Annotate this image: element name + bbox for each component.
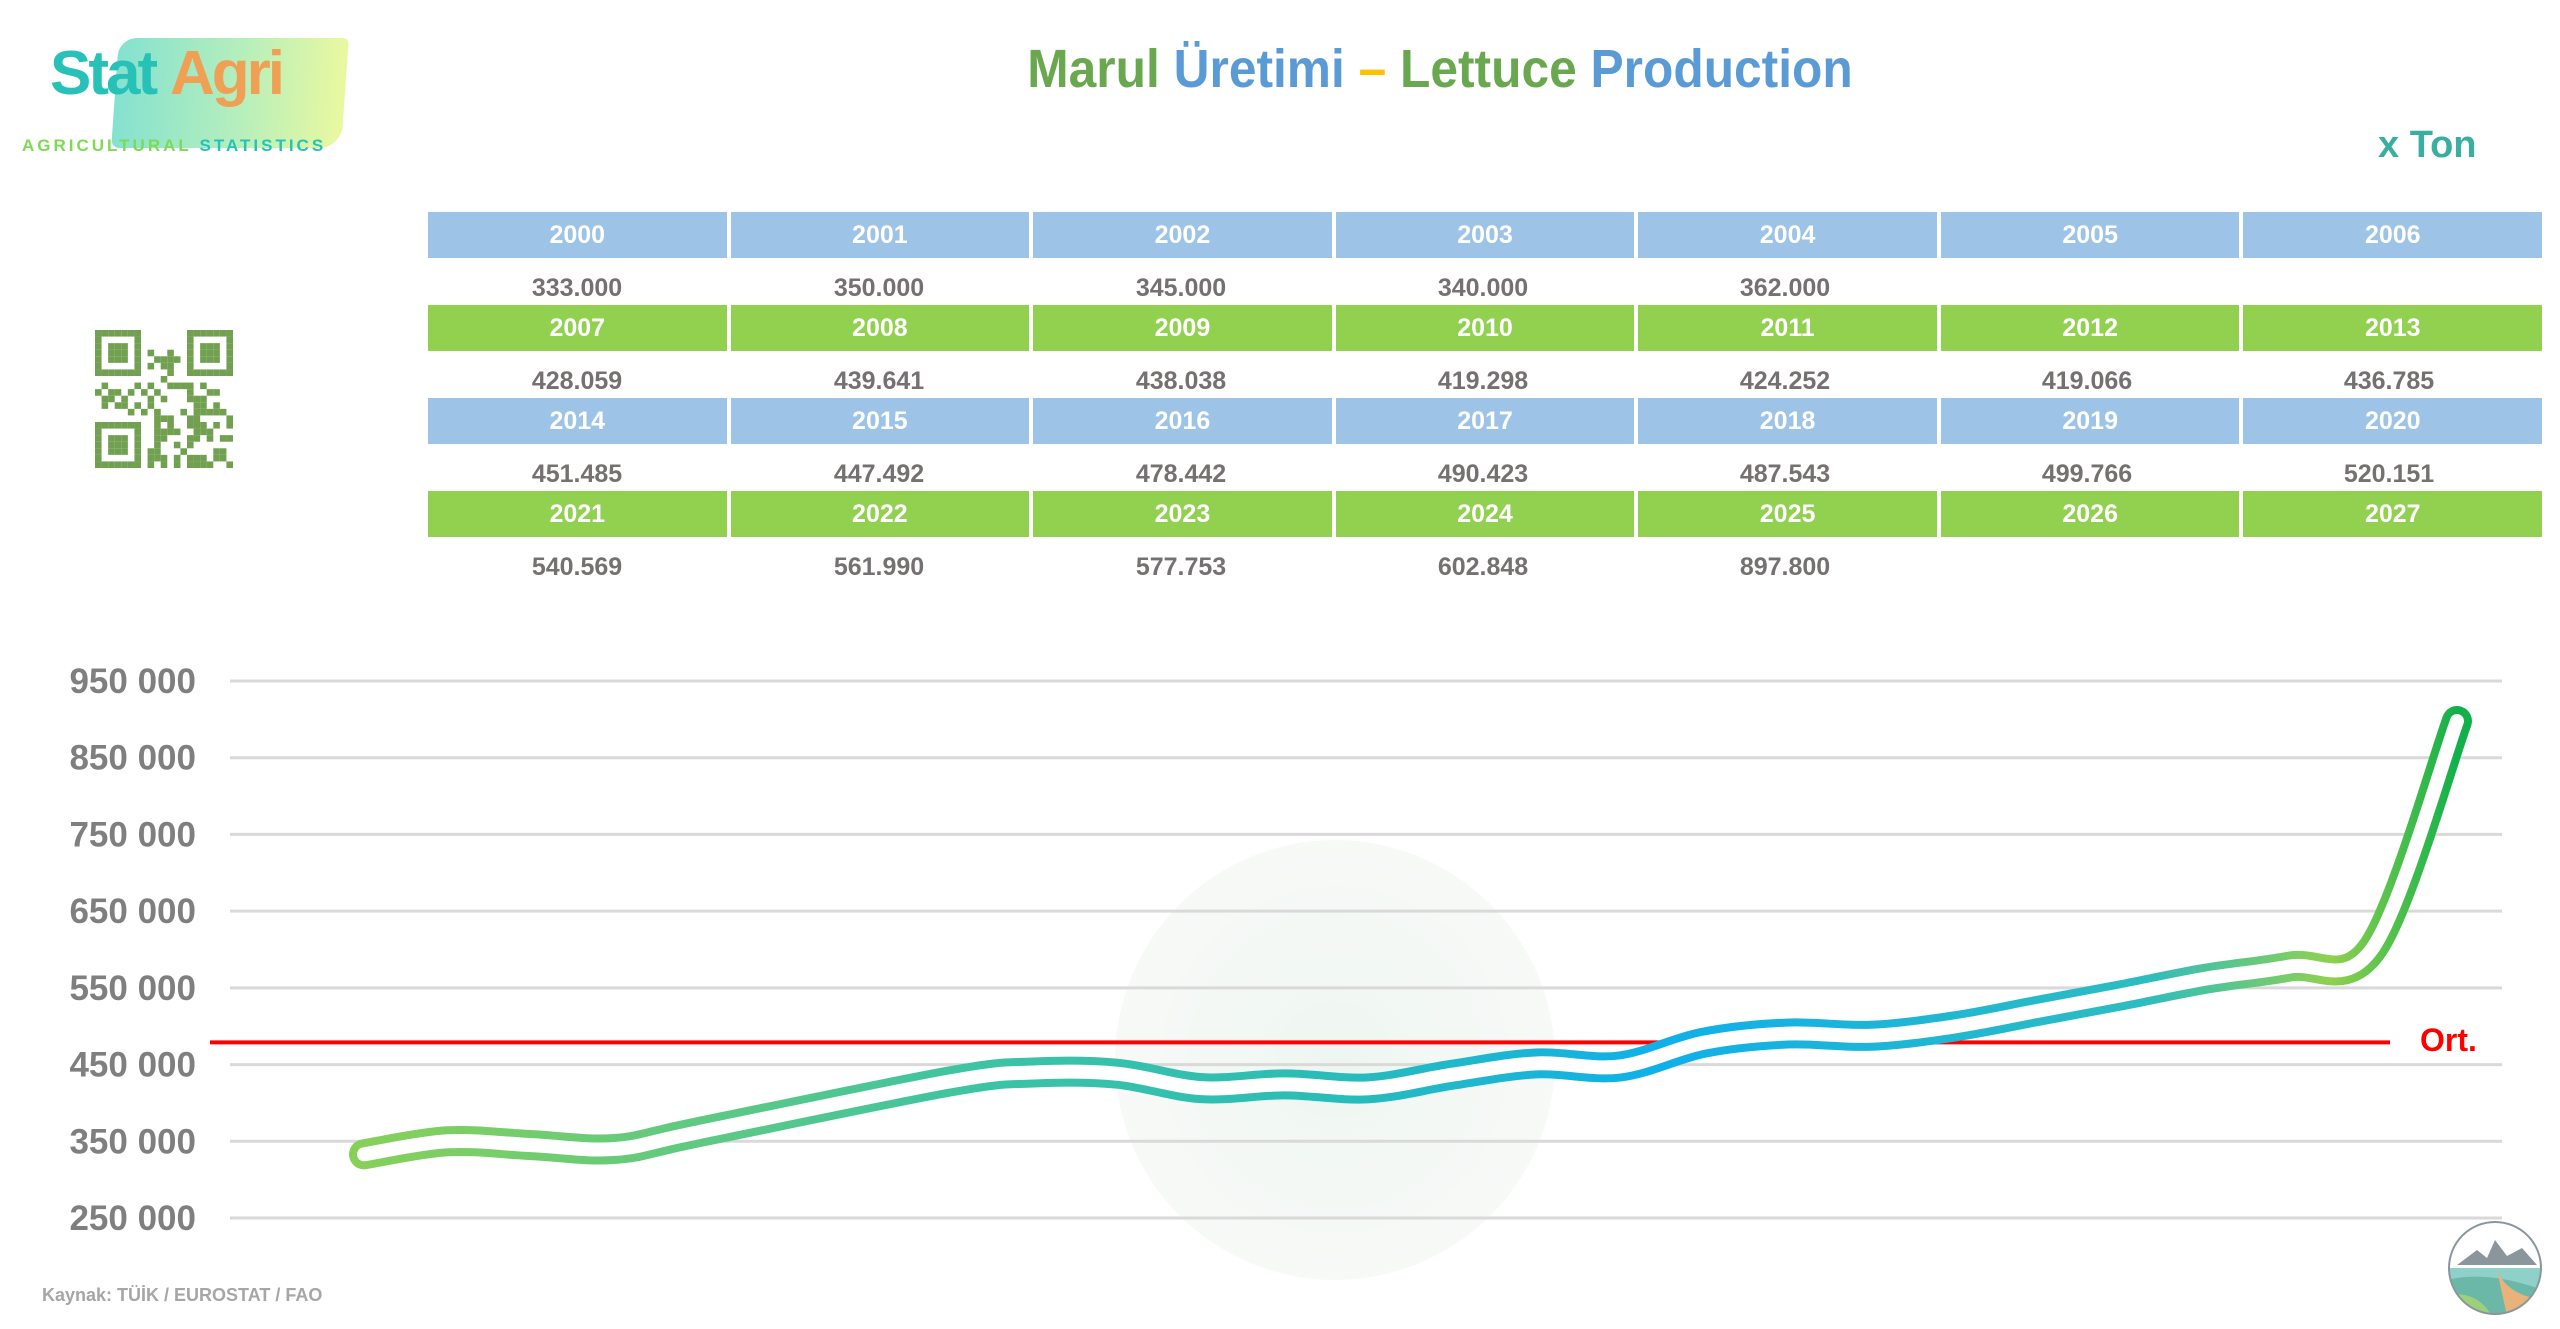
year-header-cell: 2015 <box>730 398 1030 444</box>
year-header-cell: 2006 <box>2243 212 2543 258</box>
year-header-row: 2000 2001 2002 2003 2004 2005 2006 <box>428 212 2543 258</box>
year-header-cell: 2019 <box>1940 398 2240 444</box>
year-header-cell: 2010 <box>1335 305 1635 351</box>
title-word: Lettuce <box>1400 39 1577 99</box>
value-cell: 540.569 <box>531 553 623 581</box>
title-separator: – <box>1358 39 1387 99</box>
series-line-inner <box>357 714 2464 1162</box>
year-header-row: 2007 2008 2009 2010 2011 2012 2013 <box>428 305 2543 351</box>
value-cell: 577.753 <box>1135 553 1227 581</box>
year-header-cell: 2011 <box>1638 305 1937 351</box>
value-cell: 439.641 <box>833 367 925 395</box>
value-cell: 428.059 <box>531 367 623 395</box>
value-cell: 333.000 <box>531 274 623 302</box>
y-tick-label: 550 000 <box>69 969 196 1008</box>
value-row: 451.485 447.492 478.442 490.423 487.543 499.7… <box>428 444 2542 491</box>
value-cell: 487.543 <box>1739 460 1831 488</box>
value-cell: 499.766 <box>2041 460 2133 488</box>
title-word: Üretimi <box>1173 39 1345 99</box>
year-header-cell: 2008 <box>730 305 1030 351</box>
value-row: 428.059 439.641 438.038 419.298 424.252 419.0… <box>428 351 2542 398</box>
value-cell: 520.151 <box>2343 460 2435 488</box>
source-note: Kaynak: TÜİK / EUROSTAT / FAO <box>42 1285 323 1305</box>
value-cell: 478.442 <box>1135 460 1227 488</box>
value-cell: 345.000 <box>1135 274 1227 302</box>
year-header-cell: 2027 <box>2243 491 2543 537</box>
year-header-cell: 2013 <box>2243 305 2543 351</box>
unit-label: x Ton <box>2378 124 2477 166</box>
year-header-cell: 2017 <box>1335 398 1635 444</box>
year-header-cell: 2001 <box>730 212 1030 258</box>
y-tick-label: 450 000 <box>69 1046 196 1085</box>
value-cell: 362.000 <box>1739 274 1831 302</box>
year-header-cell: 2007 <box>428 305 727 351</box>
logo-tagline: AGRICULTURAL STATISTICS <box>22 136 326 156</box>
year-header-cell: 2020 <box>2243 398 2543 444</box>
value-cell: 340.000 <box>1437 274 1529 302</box>
year-header-cell: 2003 <box>1335 212 1635 258</box>
value-cell: 602.848 <box>1437 553 1529 581</box>
y-tick-label: 850 000 <box>69 739 196 778</box>
y-tick-label: 250 000 <box>69 1199 196 1238</box>
year-header-cell: 2025 <box>1638 491 1937 537</box>
farm-badge-icon <box>2448 1221 2542 1315</box>
qr-code[interactable] <box>95 330 233 468</box>
value-cell: 561.990 <box>833 553 925 581</box>
value-cell <box>1938 258 2236 305</box>
y-tick-label: 750 000 <box>69 815 196 854</box>
decorative-dashed-line <box>730 146 2235 151</box>
value-cell: 436.785 <box>2343 367 2435 395</box>
year-header-cell: 2005 <box>1940 212 2240 258</box>
year-header-cell: 2024 <box>1335 491 1635 537</box>
year-header-cell: 2016 <box>1033 398 1332 444</box>
watermark-emblem <box>1115 840 1555 1280</box>
year-header-cell: 2021 <box>428 491 727 537</box>
year-header-cell: 2023 <box>1033 491 1332 537</box>
year-header-cell: 2026 <box>1940 491 2240 537</box>
year-header-row: 2014 2015 2016 2017 2018 2019 2020 <box>428 398 2543 444</box>
value-row: 333.000 350.000 345.000 340.000 362.000 <box>428 258 2542 305</box>
y-tick-label: 650 000 <box>69 892 196 931</box>
y-tick-label: 350 000 <box>69 1122 196 1161</box>
average-label: Ort. <box>2420 1022 2477 1058</box>
value-cell: 490.423 <box>1437 460 1529 488</box>
year-header-row: 2021 2022 2023 2024 2025 2026 2027 <box>428 491 2543 537</box>
year-header-cell: 2018 <box>1638 398 1937 444</box>
year-header-cell: 2009 <box>1033 305 1332 351</box>
page-title: Marul Üretimi – Lettuce Production <box>759 38 2121 100</box>
tagline-2: STATISTICS <box>199 136 327 155</box>
value-cell <box>2240 258 2538 305</box>
value-cell: 897.800 <box>1739 553 1831 581</box>
title-word: Production <box>1590 39 1853 99</box>
value-cell: 438.038 <box>1135 367 1227 395</box>
title-word: Marul <box>1027 39 1160 99</box>
logo-word-stat: Stat <box>50 39 158 108</box>
year-header-cell: 2000 <box>428 212 727 258</box>
line-chart: 250 000 350 000 450 000 550 000 650 000 750 0… <box>69 662 2502 1280</box>
year-header-cell: 2012 <box>1940 305 2240 351</box>
statagri-logo: Stat Agri AGRICULTURAL STATISTICS <box>20 30 349 160</box>
value-row: 540.569 561.990 577.753 602.848 897.800 <box>428 537 2542 584</box>
year-header-cell: 2014 <box>428 398 727 444</box>
value-cell: 419.298 <box>1437 367 1529 395</box>
value-cell: 350.000 <box>833 274 925 302</box>
tagline-1: AGRICULTURAL <box>22 136 192 155</box>
logo-word-agri: Agri <box>170 39 285 108</box>
value-cell: 447.492 <box>833 460 925 488</box>
value-cell: 451.485 <box>531 460 623 488</box>
year-header-cell: 2022 <box>730 491 1030 537</box>
data-table: 2000 2001 2002 2003 2004 2005 2006 333.000 350.0… <box>428 212 2543 584</box>
value-cell: 424.252 <box>1739 367 1831 395</box>
y-tick-label: 950 000 <box>69 662 196 701</box>
year-header-cell: 2002 <box>1033 212 1332 258</box>
value-cell <box>2240 537 2538 584</box>
value-cell: 419.066 <box>2041 367 2133 395</box>
value-cell <box>1938 537 2236 584</box>
year-header-cell: 2004 <box>1638 212 1937 258</box>
